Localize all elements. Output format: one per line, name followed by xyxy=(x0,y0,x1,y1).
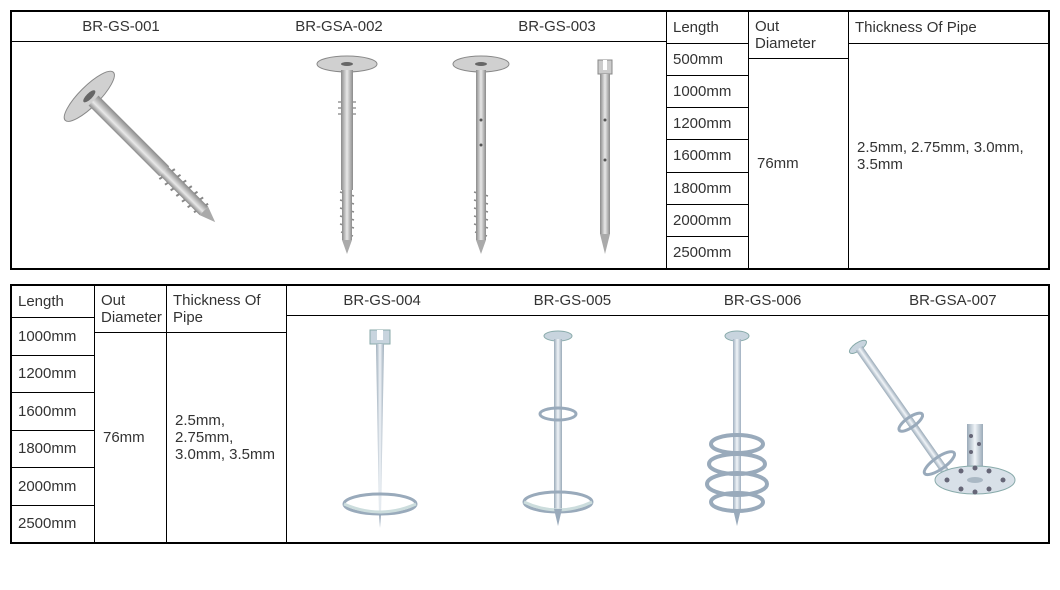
length-value: 1800mm xyxy=(12,430,94,468)
diameter-value: 76mm xyxy=(748,59,848,268)
length-value: 1000mm xyxy=(12,318,94,355)
ground-screw-icon xyxy=(488,324,628,534)
product-image-block-2: BR-GS-004 BR-GS-005 BR-GS-006 BR-GSA-007 xyxy=(286,286,1048,542)
ground-screw-icon xyxy=(302,50,392,260)
product-code: BR-GS-004 xyxy=(287,292,477,309)
col-header-thickness: Thickness Of Pipe xyxy=(848,12,1048,44)
length-value: 2500mm xyxy=(666,236,748,268)
col-header-thickness: Thickness Of Pipe xyxy=(166,286,286,333)
product-image-block-1: BR-GS-001 BR-GSA-002 BR-GS-003 xyxy=(12,12,666,268)
length-column: Length 1000mm 1200mm 1600mm 1800mm 2000m… xyxy=(12,286,94,542)
ground-screw-icon xyxy=(570,50,640,260)
length-value: 1000mm xyxy=(666,75,748,107)
product-code: BR-GS-006 xyxy=(668,292,858,309)
ground-screw-icon xyxy=(436,50,526,260)
length-value: 1800mm xyxy=(666,172,748,204)
length-value: 1200mm xyxy=(666,107,748,139)
product-headers-2: BR-GS-004 BR-GS-005 BR-GS-006 BR-GSA-007 xyxy=(287,286,1048,316)
product-code: BR-GSA-002 xyxy=(230,18,448,35)
thickness-column: Thickness Of Pipe 2.5mm, 2.75mm, 3.0mm, … xyxy=(166,286,286,542)
ground-screw-icon xyxy=(310,324,450,534)
ground-screw-icon xyxy=(845,324,1025,534)
length-value: 2000mm xyxy=(12,467,94,505)
col-header-length: Length xyxy=(12,286,94,318)
product-code: BR-GS-001 xyxy=(12,18,230,35)
panel-top: BR-GS-001 BR-GSA-002 BR-GS-003 xyxy=(10,10,1050,270)
diameter-column: Out Diameter 76mm xyxy=(748,12,848,268)
product-image-area-2 xyxy=(287,316,1048,542)
col-header-diameter: Out Diameter xyxy=(748,12,848,59)
ground-screw-icon xyxy=(667,324,807,534)
product-code: BR-GS-005 xyxy=(477,292,667,309)
length-column: Length 500mm 1000mm 1200mm 1600mm 1800mm… xyxy=(666,12,748,268)
length-value: 1600mm xyxy=(12,392,94,430)
length-value: 500mm xyxy=(666,44,748,75)
product-code: BR-GS-003 xyxy=(448,18,666,35)
diameter-value: 76mm xyxy=(94,333,166,542)
thickness-column: Thickness Of Pipe 2.5mm, 2.75mm, 3.0mm, … xyxy=(848,12,1048,268)
product-image-area-1 xyxy=(12,42,666,268)
ground-screw-icon xyxy=(38,50,258,260)
thickness-value: 2.5mm, 2.75mm, 3.0mm, 3.5mm xyxy=(848,44,1048,268)
length-value: 2500mm xyxy=(12,505,94,543)
diameter-column: Out Diameter 76mm xyxy=(94,286,166,542)
panel-bottom: Length 1000mm 1200mm 1600mm 1800mm 2000m… xyxy=(10,284,1050,544)
col-header-length: Length xyxy=(666,12,748,44)
length-value: 1200mm xyxy=(12,355,94,393)
spec-table-2: Length 1000mm 1200mm 1600mm 1800mm 2000m… xyxy=(12,286,286,542)
length-value: 1600mm xyxy=(666,139,748,171)
thickness-value: 2.5mm, 2.75mm, 3.0mm, 3.5mm xyxy=(166,333,286,542)
length-value: 2000mm xyxy=(666,204,748,236)
product-headers-1: BR-GS-001 BR-GSA-002 BR-GS-003 xyxy=(12,12,666,42)
spec-table-1: Length 500mm 1000mm 1200mm 1600mm 1800mm… xyxy=(666,12,1048,268)
col-header-diameter: Out Diameter xyxy=(94,286,166,333)
product-code: BR-GSA-007 xyxy=(858,292,1048,309)
